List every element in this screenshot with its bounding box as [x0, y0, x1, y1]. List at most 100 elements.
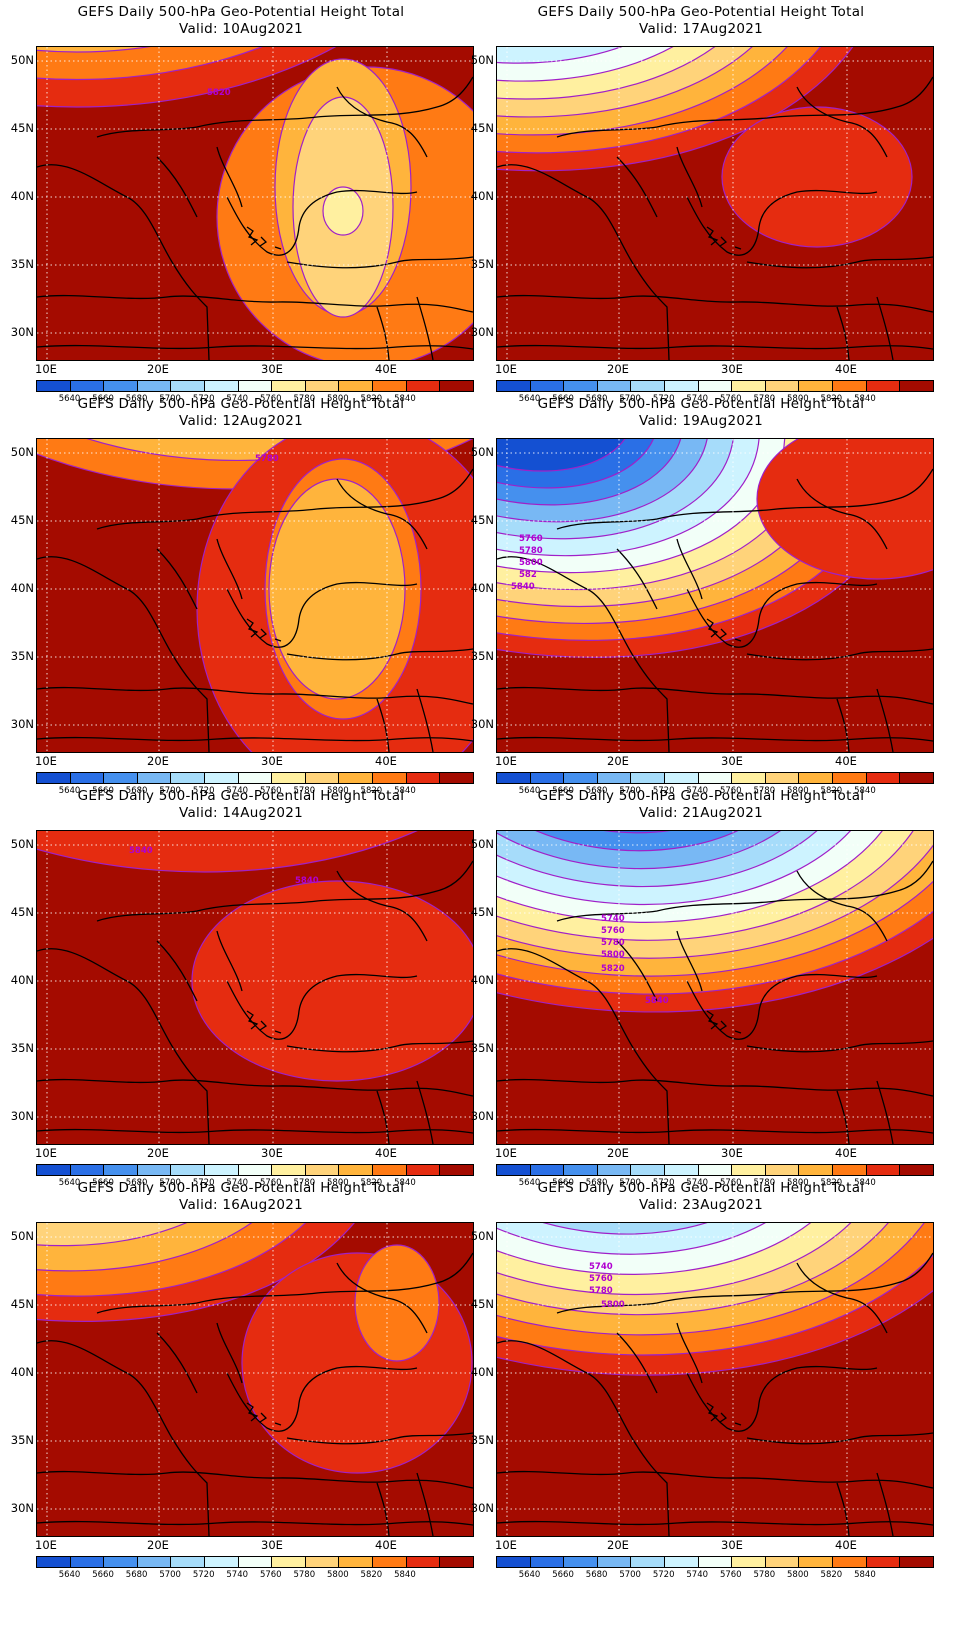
coastline [37, 556, 210, 752]
colorbar-label: 5820 [820, 394, 843, 404]
colorbar [36, 380, 474, 392]
coastline [37, 1470, 473, 1489]
coastline [556, 1252, 933, 1314]
coastline [706, 226, 742, 250]
coastline [796, 870, 888, 942]
colorbar-label: 5640 [58, 786, 81, 796]
colorbar-swatch [698, 1557, 733, 1567]
coastline [96, 1252, 473, 1314]
colorbar-label: 5640 [518, 1570, 541, 1580]
colorbar-swatch [564, 1557, 598, 1567]
longitude-label: 30E [261, 754, 283, 768]
latitude-label: 50N [10, 1229, 34, 1243]
coastline [246, 1010, 282, 1034]
panel-valid-date: Valid: 16Aug2021 [178, 1197, 304, 1213]
contour-label: 582 [519, 570, 537, 580]
colorbar-label: 5840 [394, 786, 416, 796]
geopotential-map [496, 46, 934, 361]
coastline [556, 860, 933, 922]
longitude-label: 30E [261, 1538, 283, 1552]
colorbar-label: 5780 [753, 394, 776, 404]
coastline [286, 1432, 473, 1445]
colorbar-swatch [305, 1165, 340, 1175]
coastline [226, 581, 418, 648]
coastline [37, 294, 473, 313]
contour-label: 5840 [511, 582, 535, 592]
colorbar-swatch [171, 773, 206, 783]
colorbar-swatch [732, 773, 766, 783]
colorbar-label: 5820 [820, 1570, 843, 1580]
colorbar-swatch [37, 1557, 71, 1567]
coastline [37, 1078, 473, 1097]
map-canvas: 5840 5840 [37, 831, 473, 1144]
longitude-label: 10E [495, 1146, 517, 1160]
coastline [246, 226, 282, 250]
contour-band [354, 1244, 440, 1362]
colorbar-label: 5700 [159, 394, 181, 404]
map-panel: GEFS Daily 500-hPa Geo-Potential Height … [460, 784, 942, 1194]
colorbar-label: 5740 [686, 394, 709, 404]
colorbar-label: 5720 [652, 1178, 675, 1188]
colorbar-label: 5800 [787, 394, 809, 404]
coastline [497, 1078, 933, 1097]
latitude-label: 30N [10, 1109, 34, 1123]
colorbar-swatch [799, 1165, 834, 1175]
latitude-label: 50N [10, 53, 34, 67]
longitude-label: 20E [607, 1146, 629, 1160]
contour-band [191, 880, 473, 1082]
colorbar-label: 5660 [552, 786, 574, 796]
map-panel: GEFS Daily 500-hPa Geo-Potential Height … [0, 392, 482, 802]
contour-label: 5800 [519, 558, 543, 568]
map-panel: GEFS Daily 500-hPa Geo-Potential Height … [460, 1176, 942, 1586]
geopotential-map: 5820 [36, 46, 474, 361]
coastline [796, 478, 888, 550]
colorbar-label: 5820 [360, 394, 383, 404]
colorbar-swatch [272, 381, 306, 391]
colorbar-label: 5720 [192, 394, 215, 404]
colorbar-swatch [406, 1557, 441, 1567]
panel-title: GEFS Daily 500-hPa Geo-Potential Height … [77, 396, 405, 412]
colorbar-swatch [339, 773, 374, 783]
colorbar-swatch [530, 381, 565, 391]
panel-valid-date: Valid: 21Aug2021 [638, 805, 764, 821]
colorbar-swatch [171, 1557, 206, 1567]
colorbar-swatch [373, 1557, 407, 1567]
colorbar-label: 5720 [652, 1570, 675, 1580]
contour-label: 5740 [589, 1262, 613, 1272]
colorbar-swatch [900, 1557, 933, 1567]
coastline [556, 76, 933, 138]
latitude-label: 35N [470, 1433, 494, 1447]
coastline [156, 146, 243, 218]
coastline [497, 294, 933, 313]
colorbar-label: 5840 [854, 1178, 876, 1188]
longitude-label: 30E [721, 362, 743, 376]
latitude-label: 45N [10, 513, 34, 527]
geopotential-map: 5740 5760 5780 5800 [496, 1222, 934, 1537]
colorbar-label: 5740 [686, 1570, 709, 1580]
coastline [746, 1432, 933, 1445]
latitude-label: 35N [470, 1041, 494, 1055]
coastline [497, 1128, 933, 1134]
colorbar-label: 5840 [394, 394, 416, 404]
coastline [286, 256, 473, 269]
colorbar-label: 5680 [585, 786, 608, 796]
colorbar-label: 5660 [552, 394, 574, 404]
map-canvas: 5780 [37, 439, 473, 752]
colorbar-swatch [137, 1557, 172, 1567]
coastline [226, 1365, 418, 1432]
latitude-label: 45N [10, 1297, 34, 1311]
map-panel: GEFS Daily 500-hPa Geo-Potential Height … [460, 392, 942, 802]
contour-band [37, 47, 263, 81]
colorbar-swatch [833, 1165, 867, 1175]
colorbar-label: 5660 [552, 1178, 574, 1188]
coastline [616, 146, 703, 218]
colorbar-swatch [305, 1557, 340, 1567]
colorbar-swatch [833, 1557, 867, 1567]
colorbar-label: 5700 [619, 1178, 641, 1188]
colorbar-label: 5700 [619, 786, 641, 796]
panel-title: GEFS Daily 500-hPa Geo-Potential Height … [77, 1180, 405, 1196]
colorbar-swatch [799, 1557, 834, 1567]
contour-band [497, 1223, 832, 1255]
colorbar-label: 5700 [619, 394, 641, 404]
colorbar-label: 5700 [619, 1570, 641, 1580]
